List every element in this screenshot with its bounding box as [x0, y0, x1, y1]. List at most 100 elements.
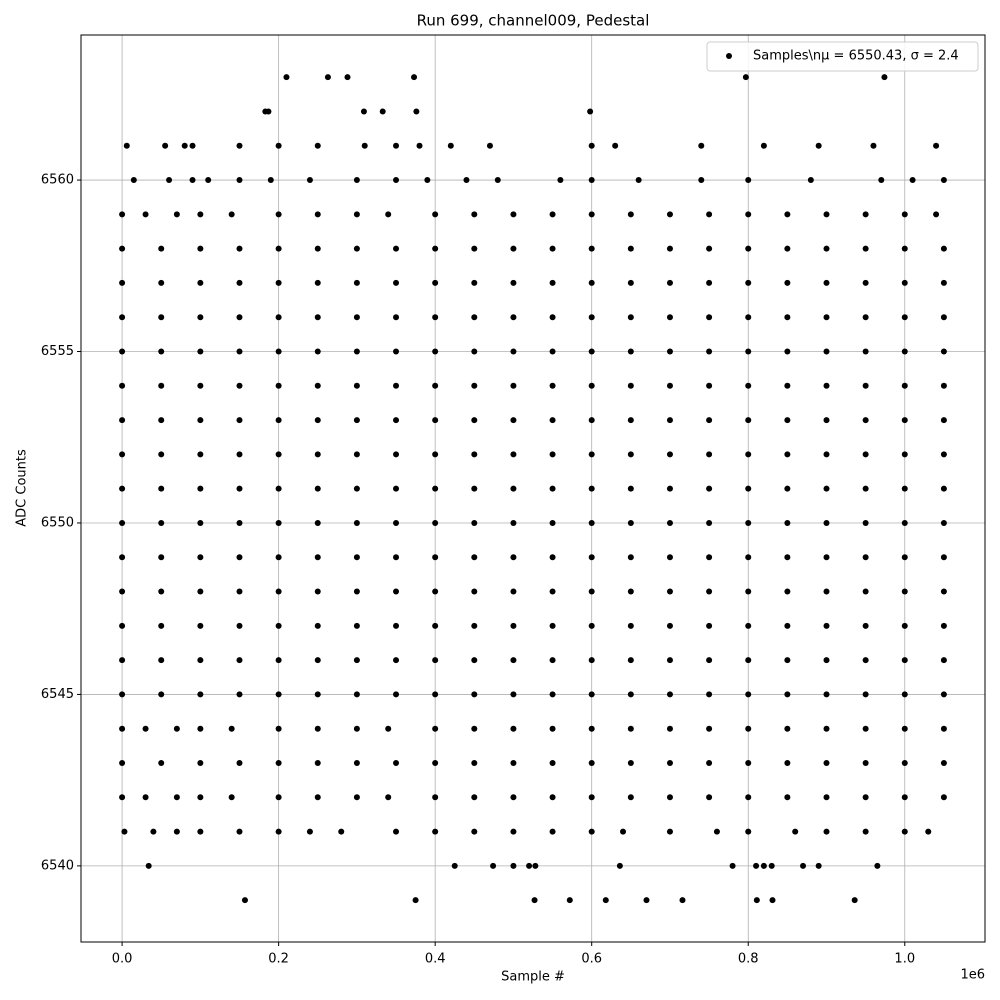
data-point — [666, 588, 673, 595]
data-point — [432, 382, 439, 389]
data-point — [901, 519, 908, 526]
data-point — [236, 417, 243, 424]
data-point — [361, 142, 368, 149]
data-point — [510, 691, 517, 698]
data-point — [306, 828, 313, 835]
data-point — [706, 451, 713, 458]
data-point — [784, 211, 791, 218]
legend-label: Samples\nμ = 6550.43, σ = 2.4 — [753, 49, 959, 64]
data-point — [823, 485, 830, 492]
data-point — [549, 348, 556, 355]
data-point — [471, 691, 478, 698]
data-point — [862, 622, 869, 629]
data-point — [549, 794, 556, 801]
data-point — [760, 142, 767, 149]
data-point — [627, 211, 634, 218]
data-point — [940, 622, 947, 629]
data-point — [393, 279, 400, 286]
data-point — [275, 794, 282, 801]
data-point — [197, 588, 204, 595]
data-point — [451, 862, 458, 869]
data-point — [471, 279, 478, 286]
data-point — [549, 657, 556, 664]
data-point — [588, 554, 595, 561]
data-point — [494, 177, 501, 184]
data-point — [379, 108, 386, 115]
data-point — [549, 211, 556, 218]
data-point — [471, 588, 478, 595]
data-point — [228, 725, 235, 732]
data-point — [792, 828, 799, 835]
data-point — [393, 314, 400, 321]
data-point — [549, 314, 556, 321]
data-point — [490, 862, 497, 869]
data-point — [181, 142, 188, 149]
data-point — [236, 554, 243, 561]
data-point — [432, 622, 439, 629]
legend: Samples\nμ = 6550.43, σ = 2.4 — [706, 41, 979, 72]
data-point — [189, 142, 196, 149]
data-point — [432, 588, 439, 595]
data-point — [283, 74, 290, 81]
data-point — [158, 485, 165, 492]
data-point — [510, 725, 517, 732]
data-point — [471, 760, 478, 767]
data-point — [557, 177, 564, 184]
data-point — [314, 657, 321, 664]
data-point — [612, 142, 619, 149]
data-point — [901, 451, 908, 458]
data-point — [745, 828, 752, 835]
data-point — [353, 588, 360, 595]
data-point — [627, 382, 634, 389]
data-point — [862, 657, 869, 664]
data-point — [627, 554, 634, 561]
data-point — [142, 211, 149, 218]
data-point — [706, 417, 713, 424]
data-point — [123, 142, 130, 149]
data-point — [119, 588, 126, 595]
data-point — [353, 622, 360, 629]
data-point — [549, 245, 556, 252]
data-point — [666, 760, 673, 767]
data-point — [588, 794, 595, 801]
data-point — [666, 622, 673, 629]
data-point — [393, 382, 400, 389]
data-point — [549, 622, 556, 629]
data-point — [549, 279, 556, 286]
data-point — [549, 691, 556, 698]
data-point — [587, 108, 594, 115]
data-point — [706, 622, 713, 629]
data-point — [706, 485, 713, 492]
data-point — [933, 142, 940, 149]
data-point — [698, 142, 705, 149]
data-point — [940, 588, 947, 595]
data-point — [432, 519, 439, 526]
data-point — [236, 828, 243, 835]
data-point — [784, 554, 791, 561]
data-point — [510, 519, 517, 526]
data-point — [940, 348, 947, 355]
data-point — [602, 897, 609, 904]
data-point — [197, 691, 204, 698]
data-point — [275, 245, 282, 252]
data-point — [158, 622, 165, 629]
data-point — [162, 142, 169, 149]
data-point — [745, 177, 752, 184]
data-point — [627, 485, 634, 492]
data-point — [236, 760, 243, 767]
data-point — [353, 554, 360, 561]
data-point — [901, 760, 908, 767]
data-point — [901, 828, 908, 835]
data-point — [471, 657, 478, 664]
data-point — [745, 622, 752, 629]
data-point — [706, 211, 713, 218]
data-point — [549, 588, 556, 595]
data-point — [627, 725, 634, 732]
data-point — [588, 725, 595, 732]
data-point — [784, 622, 791, 629]
data-point — [314, 279, 321, 286]
data-point — [432, 794, 439, 801]
data-point — [666, 382, 673, 389]
data-point — [862, 245, 869, 252]
data-point — [314, 725, 321, 732]
